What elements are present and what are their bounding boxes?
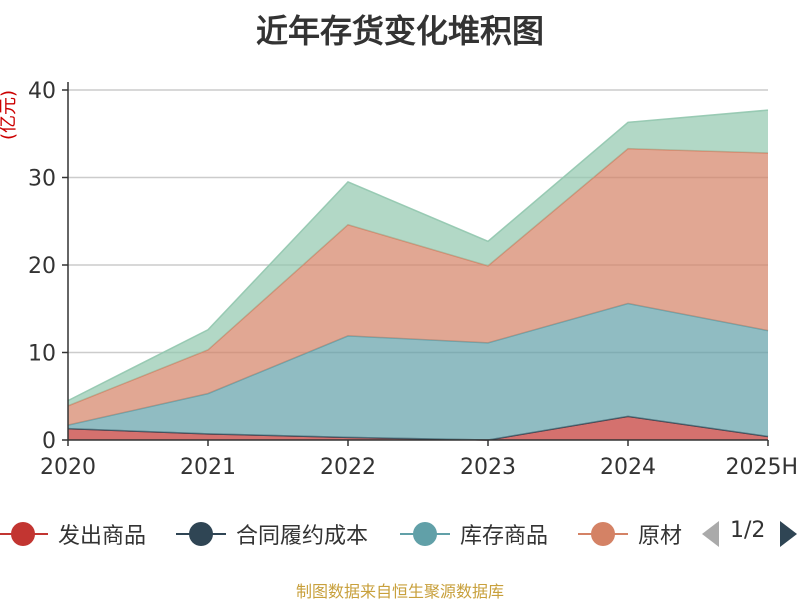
x-tick-label: 2022 [320,455,376,480]
legend-marker-icon [578,512,628,556]
x-tick-label: 2024 [600,455,656,480]
y-axis-unit-label: (亿元) [0,90,19,140]
legend: 发出商品 合同履约成本 库存商品 原材 1/2 [0,512,800,556]
legend-label: 合同履约成本 [236,524,369,549]
area-series-3 [68,148,768,426]
legend-pager: 1/2 [700,512,800,556]
legend-item[interactable]: 原材 [578,512,682,556]
legend-marker-dot [591,522,615,546]
legend-marker-icon [400,512,450,556]
series-line-4 [67,109,769,402]
chart-title: 近年存货变化堆积图 [255,12,544,50]
chart-plot: 0 10 20 30 40 2020 2021 2022 2023 2024 2025H (亿元) [0,79,798,480]
legend-next-icon[interactable] [780,521,797,547]
legend-item[interactable]: 库存商品 [400,512,548,556]
legend-label: 原材 [638,524,683,549]
legend-item[interactable]: 发出商品 [0,512,146,556]
x-tick-label: 2023 [460,455,516,480]
legend-marker-dot [11,522,35,546]
legend-item[interactable]: 合同履约成本 [176,512,368,556]
legend-marker-dot [189,522,213,546]
legend-label: 库存商品 [460,524,549,549]
y-tick-label: 20 [28,254,56,279]
legend-marker-dot [413,522,437,546]
x-tick-label: 2021 [180,455,236,480]
legend-label: 发出商品 [58,524,147,549]
legend-marker-icon [176,512,226,556]
legend-page-indicator: 1/2 [730,518,766,543]
legend-items: 发出商品 合同履约成本 库存商品 原材 [0,512,686,556]
legend-marker-icon [0,512,48,556]
area-series-4 [68,110,768,406]
x-tick-label: 2025H [725,455,798,480]
y-tick-label: 0 [42,429,56,454]
y-tick-label: 10 [28,342,56,367]
data-source-note: 制图数据来自恒生聚源数据库 [295,582,504,601]
area-series-2 [68,303,768,440]
x-tick-label: 2020 [40,455,96,480]
y-tick-label: 40 [28,79,56,104]
y-tick-label: 30 [28,167,56,192]
legend-prev-icon[interactable] [702,521,719,547]
